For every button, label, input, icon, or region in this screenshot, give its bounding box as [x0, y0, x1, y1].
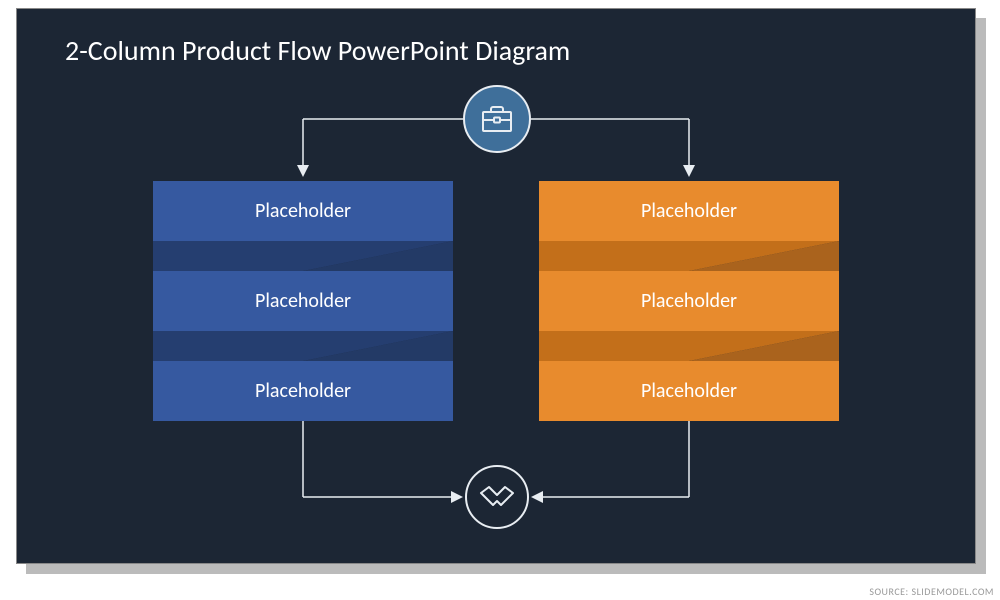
left-box-1: Placeholder	[153, 181, 453, 241]
handshake-icon	[479, 485, 515, 509]
left-box-2-label: Placeholder	[255, 289, 351, 313]
slide-canvas: 2-Column Product Flow PowerPoint Diagram…	[16, 8, 976, 564]
ribbon-fold	[153, 331, 453, 361]
ribbon-fold	[539, 241, 839, 271]
right-box-1: Placeholder	[539, 181, 839, 241]
left-box-2: Placeholder	[153, 271, 453, 331]
right-box-3: Placeholder	[539, 361, 839, 421]
bottom-handshake-circle	[465, 465, 529, 529]
left-box-1-label: Placeholder	[255, 199, 351, 223]
ribbon-fold	[153, 241, 453, 271]
briefcase-icon	[480, 104, 514, 134]
right-box-2: Placeholder	[539, 271, 839, 331]
right-box-3-label: Placeholder	[641, 379, 737, 403]
top-briefcase-circle	[463, 85, 531, 153]
left-box-3-label: Placeholder	[255, 379, 351, 403]
ribbon-fold	[539, 331, 839, 361]
right-box-1-label: Placeholder	[641, 199, 737, 223]
source-label: SOURCE: SLIDEMODEL.COM	[869, 585, 994, 598]
right-box-2-label: Placeholder	[641, 289, 737, 313]
left-box-3: Placeholder	[153, 361, 453, 421]
